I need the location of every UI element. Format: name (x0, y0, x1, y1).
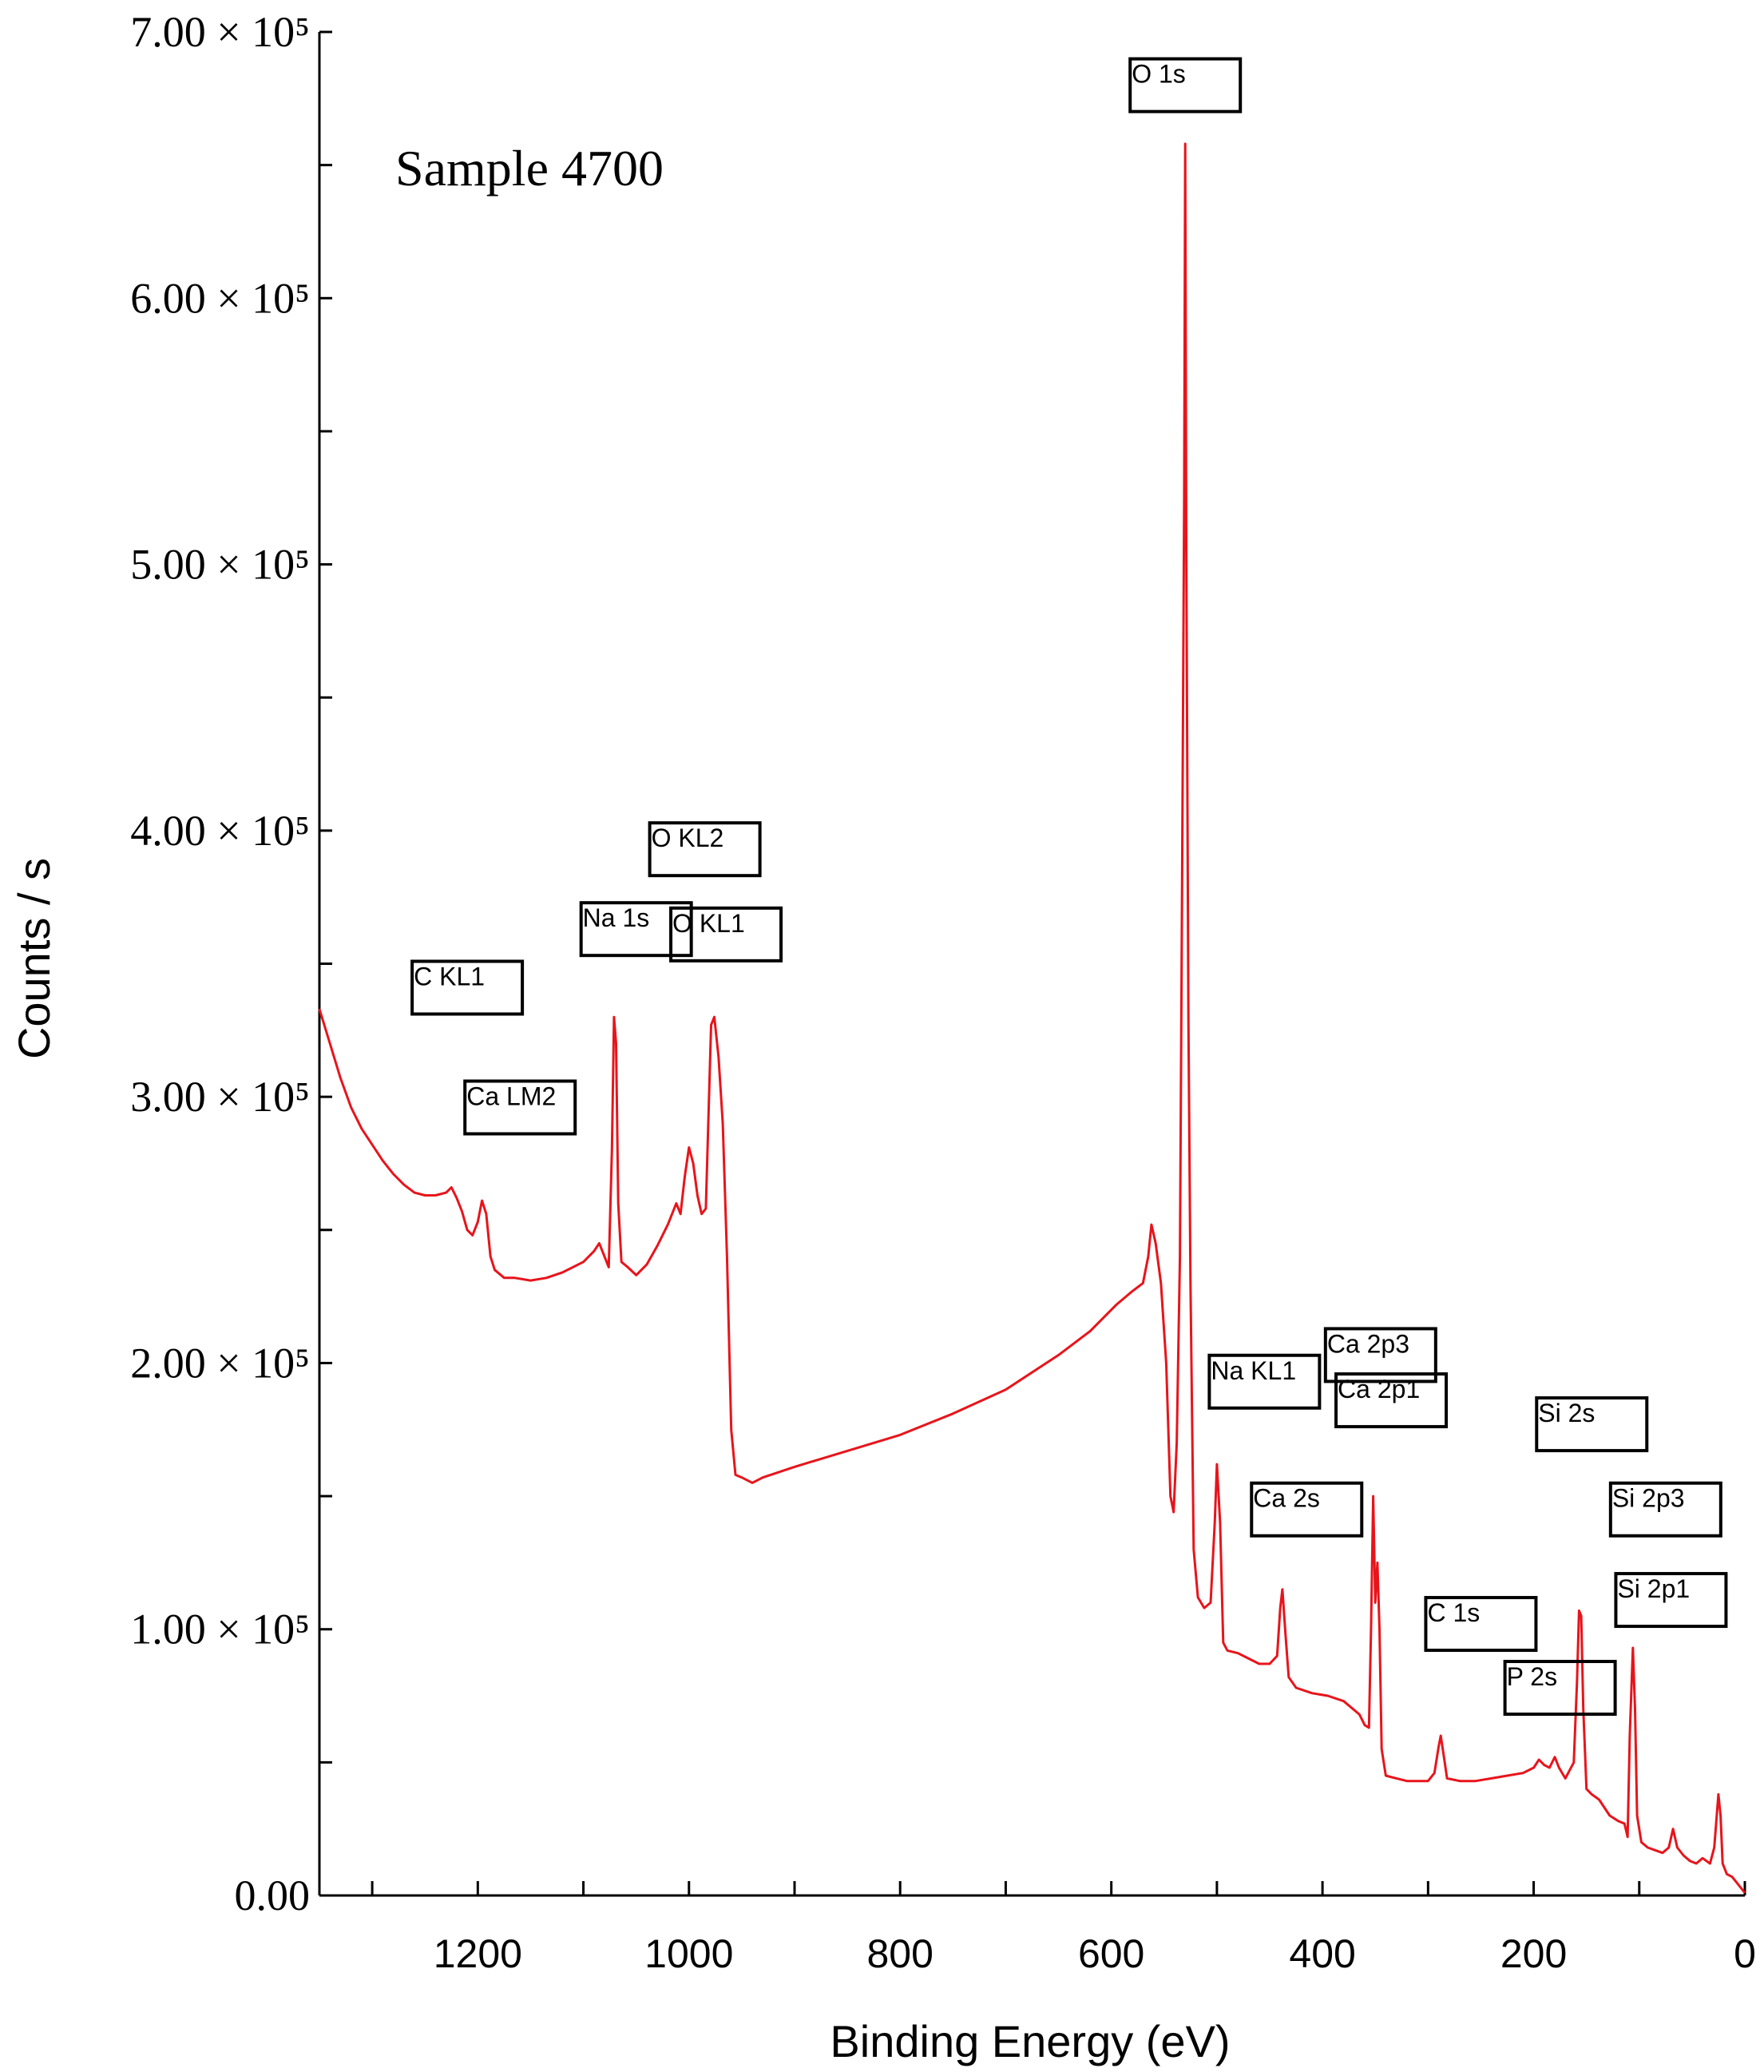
peak-label: O KL2 (648, 821, 762, 878)
peak-label-text: Na KL1 (1211, 1356, 1296, 1385)
peak-label-text: C 1s (1427, 1598, 1480, 1627)
peak-label: C KL1 (410, 959, 525, 1016)
x-tick-label: 1200 (434, 1931, 522, 1976)
x-tick-label: 400 (1289, 1931, 1355, 1976)
peak-label-box (669, 906, 783, 963)
peak-label-box (1207, 1353, 1322, 1410)
peak-label: Si 2s (1535, 1396, 1649, 1453)
y-tick-label: 1.00 × 10⁵ (130, 1606, 310, 1653)
peak-label-text: O KL2 (652, 824, 724, 852)
peak-label: Ca 2p1 (1334, 1372, 1449, 1429)
x-tick-label: 600 (1078, 1931, 1144, 1976)
x-tick-label: 800 (867, 1931, 934, 1976)
sample-label: Sample 4700 (395, 140, 664, 196)
peak-label-box (1250, 1481, 1364, 1538)
peak-label-box (1128, 57, 1243, 113)
peak-label: Ca 2p3 (1323, 1327, 1437, 1383)
peak-label-box (579, 901, 693, 958)
peak-label: O 1s (1128, 57, 1243, 113)
peak-label-box (1614, 1572, 1728, 1629)
x-tick-label: 200 (1500, 1931, 1567, 1976)
x-axis-label: Binding Energy (eV) (830, 2016, 1230, 2066)
y-axis-label: Counts / s (9, 858, 59, 1059)
peak-label-text: Na 1s (583, 903, 650, 932)
peak-label-text: O 1s (1132, 60, 1186, 89)
y-tick-label: 6.00 × 10⁵ (130, 274, 310, 322)
peak-label: Na 1s (579, 901, 693, 958)
x-tick-label: 0 (1734, 1931, 1756, 1976)
peak-label: C 1s (1424, 1596, 1538, 1653)
y-tick-label: 4.00 × 10⁵ (130, 807, 310, 855)
peak-label: Si 2p1 (1614, 1572, 1728, 1629)
peak-label-box (1535, 1396, 1649, 1453)
peak-label-text: Ca LM2 (466, 1082, 556, 1110)
peak-label: P 2s (1503, 1660, 1617, 1717)
peak-label: Ca 2s (1250, 1481, 1364, 1538)
peak-label-box (410, 959, 525, 1016)
peak-label-box (1608, 1481, 1722, 1538)
x-tick-label: 1000 (644, 1931, 733, 1976)
peak-label-text: P 2s (1507, 1662, 1557, 1691)
peak-labels-layer: O 1s O KL2 Na 1s O KL1 C KL1 Ca LM2 Ca 2p3 Na K… (410, 57, 1728, 1717)
axes-layer: 0.00 1.00 × 10⁵ 2.00 × 10⁵ 3.00 × 10⁵ 4.00 ×… (130, 8, 1756, 1976)
peak-label: Na KL1 (1207, 1353, 1322, 1410)
peak-label: Ca LM2 (463, 1079, 577, 1136)
peak-label-box (463, 1079, 577, 1136)
spectrum-line (318, 142, 1746, 1894)
y-tick-label: 3.00 × 10⁵ (130, 1073, 310, 1121)
y-tick-label: 7.00 × 10⁵ (130, 8, 310, 56)
peak-label-box (1323, 1327, 1437, 1383)
peak-label-text: Ca 2p3 (1327, 1329, 1409, 1358)
peak-label-text: Si 2p1 (1617, 1574, 1690, 1603)
peak-label-text: Ca 2p1 (1338, 1375, 1420, 1403)
y-tick-label: 2.00 × 10⁵ (130, 1339, 310, 1387)
peak-label-text: O KL1 (672, 909, 745, 938)
peak-label: Si 2p3 (1608, 1481, 1722, 1538)
peak-label-text: Si 2p3 (1612, 1484, 1685, 1513)
peak-label-text: Si 2s (1538, 1399, 1595, 1427)
y-tick-label: 0.00 (235, 1872, 311, 1919)
peak-label-text: Ca 2s (1253, 1484, 1320, 1513)
peak-label: O KL1 (669, 906, 783, 963)
peak-label-box (1503, 1660, 1617, 1717)
peak-label-box (1334, 1372, 1449, 1429)
peak-label-text: C KL1 (414, 962, 485, 990)
y-tick-label: 5.00 × 10⁵ (130, 541, 310, 589)
peak-label-box (648, 821, 762, 878)
peak-label-box (1424, 1596, 1538, 1653)
